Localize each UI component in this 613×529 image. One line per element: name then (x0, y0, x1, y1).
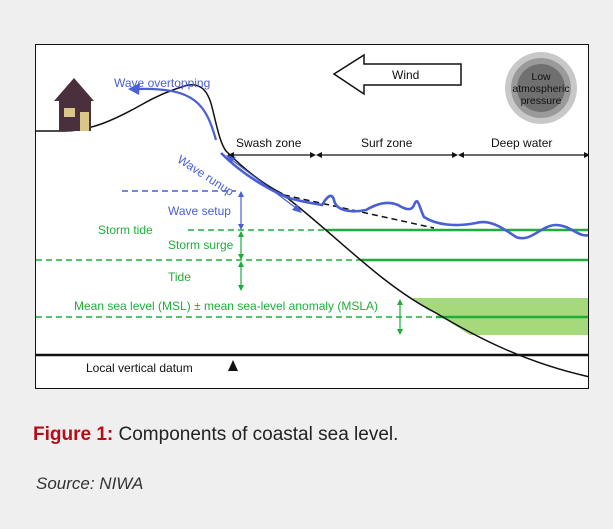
source-credit: Source: NIWA (36, 474, 144, 493)
wind-arrow-icon (332, 53, 462, 96)
storm-tide-label: Storm tide (98, 223, 153, 237)
pressure-line-1: Low (531, 71, 551, 83)
figure-caption: Figure 1: Components of coastal sea leve… (33, 424, 398, 446)
house-icon (54, 78, 94, 131)
runup-arrow-line (231, 159, 297, 209)
tide-arrowhead-bottom (238, 285, 244, 291)
runup-arrowhead-bottom (292, 204, 302, 213)
local-datum-label: Local vertical datum (86, 361, 193, 375)
surf-zone-label: Surf zone (361, 136, 413, 150)
figure-label: Figure 1: (33, 424, 114, 445)
wind-label: Wind (392, 68, 420, 82)
swash-zone-label: Swash zone (236, 136, 302, 150)
wave-setup-label: Wave setup (168, 204, 231, 218)
low-pressure-label: Low atmospheric pressure (506, 71, 576, 107)
tide-arrowhead-top (238, 261, 244, 267)
tide-label: Tide (168, 270, 191, 284)
pressure-line-2: atmospheric (512, 83, 570, 95)
wave-setup-arrowhead-top (238, 191, 244, 197)
storm-surge-label: Storm surge (168, 238, 234, 252)
wave-setup-arrowhead-bottom (238, 224, 244, 230)
caption-text: Components of coastal sea level. (113, 424, 399, 445)
msla-arrowhead-bottom (397, 329, 403, 335)
msla-arrowhead-top (397, 299, 403, 305)
diagram-graphics (36, 52, 588, 378)
datum-triangle-icon (228, 360, 238, 371)
msl-label: Mean sea level (MSL) ± mean sea-level an… (74, 299, 379, 313)
wave-profile (220, 152, 588, 240)
zone-arrowheads (228, 152, 588, 158)
land-profile (36, 83, 588, 378)
coastal-sea-level-diagram: Wave overtopping Wind Low atmospheric pr… (35, 44, 589, 389)
overtopping-arrowhead (128, 83, 140, 95)
pressure-line-3: pressure (520, 95, 562, 107)
deep-water-label: Deep water (491, 136, 553, 150)
storm-surge-arrowhead-bottom (238, 254, 244, 260)
low-pressure-icon (505, 52, 577, 124)
beach-slope-dashed (283, 194, 435, 229)
wave-overtopping-label: Wave overtopping (114, 76, 211, 90)
storm-surge-arrowhead-top (238, 231, 244, 237)
overtopping-arrow (135, 87, 218, 141)
